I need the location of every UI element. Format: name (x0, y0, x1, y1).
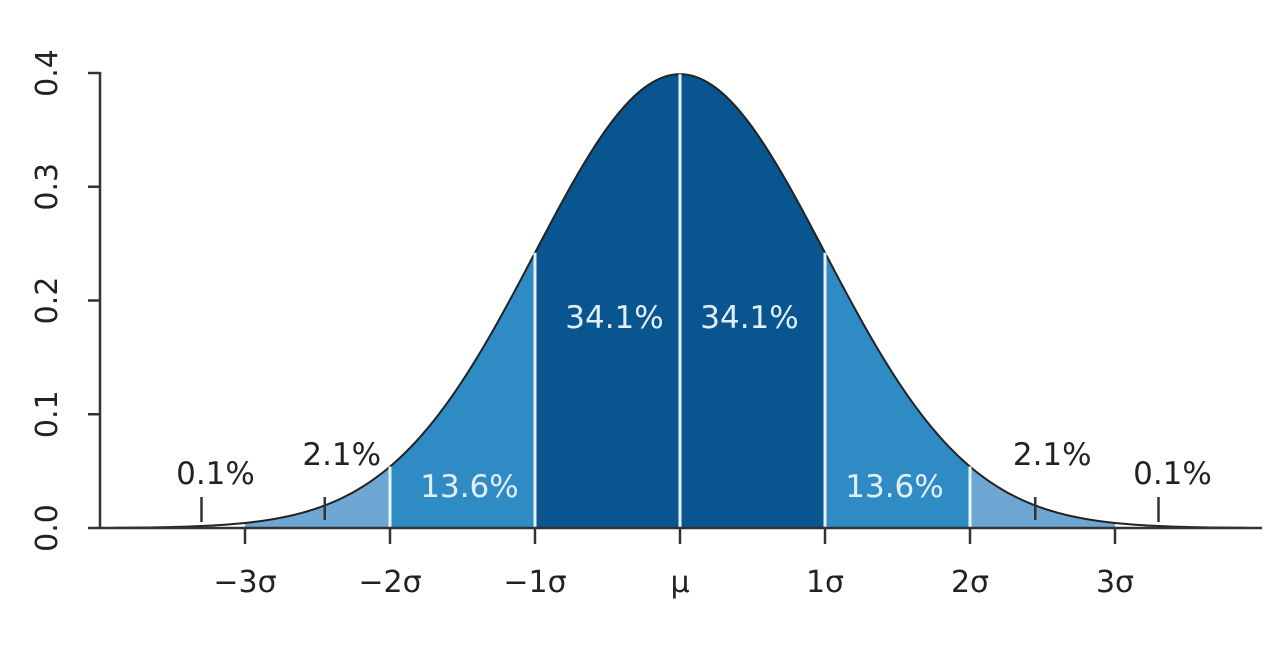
y-tick-label: 0.4 (30, 49, 65, 97)
x-tick-label: 1σ (806, 565, 844, 600)
region-percent-label: 34.1% (700, 300, 798, 336)
y-tick-label: 0.3 (30, 163, 65, 211)
x-tick-label: 3σ (1096, 565, 1134, 600)
x-tick-label: −3σ (213, 565, 276, 600)
region-area (680, 74, 825, 528)
y-tick-label: 0.0 (30, 504, 65, 552)
region-area (970, 466, 1115, 528)
region-percent-label: 2.1% (302, 437, 381, 473)
y-tick-label: 0.1 (30, 390, 65, 438)
region-area (245, 466, 390, 528)
x-tick-label: μ (670, 565, 689, 600)
tail-percent-label: 0.1% (176, 456, 255, 492)
x-tick-label: 2σ (951, 565, 989, 600)
region-percent-label: 34.1% (565, 300, 663, 336)
x-tick-label: −1σ (503, 565, 566, 600)
region-percent-label: 2.1% (1013, 437, 1092, 473)
region-area (535, 74, 680, 528)
x-tick-label: −2σ (358, 565, 421, 600)
region-percent-label: 13.6% (420, 469, 518, 505)
tail-percent-label: 0.1% (1133, 456, 1212, 492)
region-percent-label: 13.6% (845, 469, 943, 505)
y-tick-label: 0.2 (30, 277, 65, 325)
